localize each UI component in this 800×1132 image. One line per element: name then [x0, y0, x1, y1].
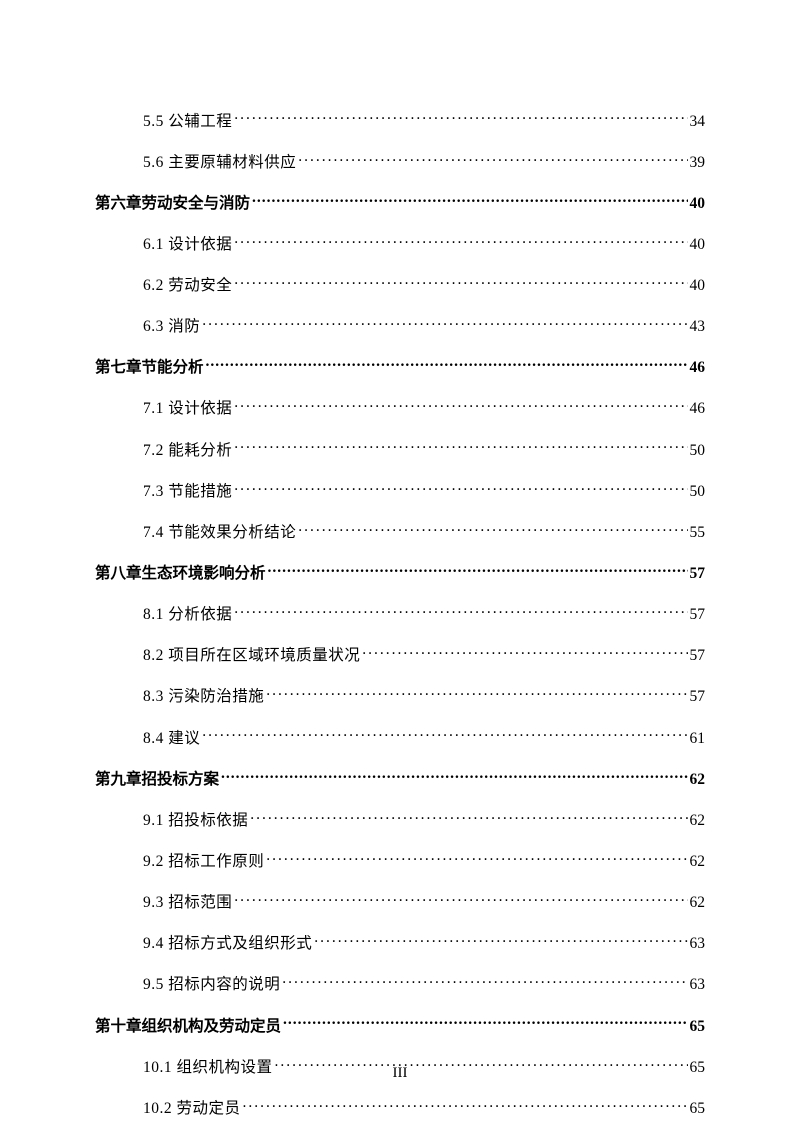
toc-label: 第六章劳动安全与消防 — [95, 194, 250, 214]
toc-entry: 8.1 分析依据 57 — [143, 604, 705, 626]
toc-entry: 6.2 劳动安全 40 — [143, 275, 705, 297]
page-number: III — [0, 1065, 800, 1082]
toc-label: 5.6 主要原辅材料供应 — [143, 153, 296, 173]
toc-page-number: 40 — [690, 276, 706, 296]
toc-entry: 9.1 招投标依据 62 — [143, 809, 705, 831]
toc-leader-dots — [221, 768, 687, 784]
toc-entry: 5.6 主要原辅材料供应 39 — [143, 151, 705, 173]
toc-leader-dots — [243, 1097, 688, 1113]
toc-leader-dots — [202, 727, 687, 743]
toc-entry: 7.1 设计依据 46 — [143, 398, 705, 420]
toc-leader-dots — [252, 192, 687, 208]
toc-page-number: 61 — [690, 729, 706, 749]
toc-page-number: 57 — [690, 646, 706, 666]
toc-label: 7.2 能耗分析 — [143, 441, 232, 461]
toc-leader-dots — [298, 521, 687, 537]
toc-leader-dots — [362, 645, 687, 661]
toc-page-number: 34 — [690, 112, 706, 132]
toc-leader-dots — [268, 563, 688, 579]
toc-page-number: 57 — [690, 564, 706, 584]
toc-label: 6.2 劳动安全 — [143, 276, 232, 296]
toc-label: 第七章节能分析 — [95, 358, 204, 378]
toc-entry: 10.2 劳动定员 65 — [143, 1097, 705, 1119]
toc-leader-dots — [266, 851, 687, 867]
toc-label: 第十章组织机构及劳动定员 — [95, 1017, 281, 1037]
toc-page-number: 50 — [690, 482, 706, 502]
toc-entry: 第七章节能分析 46 — [95, 357, 705, 379]
toc-entry: 7.2 能耗分析 50 — [143, 439, 705, 461]
toc-page-number: 63 — [690, 975, 706, 995]
toc-label: 5.5 公辅工程 — [143, 112, 232, 132]
toc-entry: 8.3 污染防治措施 57 — [143, 686, 705, 708]
toc-entry: 8.4 建议 61 — [143, 727, 705, 749]
toc-label: 9.1 招投标依据 — [143, 811, 248, 831]
toc-page-number: 46 — [690, 399, 706, 419]
toc-page-number: 43 — [690, 317, 706, 337]
toc-leader-dots — [234, 480, 687, 496]
toc-label: 9.2 招标工作原则 — [143, 852, 264, 872]
toc-entry: 第八章生态环境影响分析 57 — [95, 563, 705, 585]
toc-entry: 第六章劳动安全与消防 40 — [95, 192, 705, 214]
toc-page-number: 57 — [690, 605, 706, 625]
toc-label: 10.2 劳动定员 — [143, 1099, 241, 1119]
toc-entry: 9.5 招标内容的说明 63 — [143, 974, 705, 996]
toc-page-number: 62 — [690, 893, 706, 913]
toc-entry: 7.4 节能效果分析结论 55 — [143, 521, 705, 543]
toc-label: 8.2 项目所在区域环境质量状况 — [143, 646, 360, 666]
toc-leader-dots — [234, 604, 687, 620]
toc-leader-dots — [266, 686, 687, 702]
toc-entry: 9.2 招标工作原则 62 — [143, 851, 705, 873]
toc-page-number: 50 — [690, 441, 706, 461]
toc-label: 第九章招投标方案 — [95, 770, 219, 790]
toc-entry: 6.1 设计依据 40 — [143, 233, 705, 255]
toc-leader-dots — [206, 357, 688, 373]
toc-leader-dots — [283, 1015, 687, 1031]
toc-leader-dots — [234, 275, 687, 291]
toc-entry: 6.3 消防 43 — [143, 316, 705, 338]
toc-page-number: 62 — [690, 811, 706, 831]
toc-page-number: 40 — [690, 194, 706, 214]
toc-leader-dots — [250, 809, 687, 825]
toc-page-number: 65 — [690, 1017, 706, 1037]
toc-page-number: 65 — [690, 1099, 706, 1119]
toc-page-number: 40 — [690, 235, 706, 255]
toc-entry: 9.3 招标范围 62 — [143, 892, 705, 914]
toc-label: 9.3 招标范围 — [143, 893, 232, 913]
toc-label: 第八章生态环境影响分析 — [95, 564, 266, 584]
toc-label: 9.4 招标方式及组织形式 — [143, 934, 312, 954]
toc-page-number: 57 — [690, 687, 706, 707]
toc-page-number: 63 — [690, 934, 706, 954]
toc-label: 7.4 节能效果分析结论 — [143, 523, 296, 543]
toc-entry: 第九章招投标方案 62 — [95, 768, 705, 790]
toc-leader-dots — [234, 439, 687, 455]
toc-page-number: 46 — [690, 358, 706, 378]
toc-leader-dots — [234, 398, 687, 414]
toc-label: 9.5 招标内容的说明 — [143, 975, 280, 995]
toc-label: 8.3 污染防治措施 — [143, 687, 264, 707]
toc-label: 8.1 分析依据 — [143, 605, 232, 625]
toc-label: 6.3 消防 — [143, 317, 200, 337]
toc-leader-dots — [234, 110, 687, 126]
toc-leader-dots — [298, 151, 687, 167]
toc-page-number: 39 — [690, 153, 706, 173]
toc-entry: 8.2 项目所在区域环境质量状况 57 — [143, 645, 705, 667]
toc-leader-dots — [202, 316, 687, 332]
toc-label: 7.3 节能措施 — [143, 482, 232, 502]
toc-entry: 7.3 节能措施 50 — [143, 480, 705, 502]
toc-leader-dots — [234, 233, 687, 249]
table-of-contents: 5.5 公辅工程 345.6 主要原辅材料供应 39第六章劳动安全与消防 406… — [95, 110, 705, 1119]
toc-page-number: 62 — [690, 770, 706, 790]
toc-entry: 9.4 招标方式及组织形式 63 — [143, 933, 705, 955]
toc-label: 7.1 设计依据 — [143, 399, 232, 419]
toc-entry: 5.5 公辅工程 34 — [143, 110, 705, 132]
toc-leader-dots — [282, 974, 687, 990]
toc-page-number: 62 — [690, 852, 706, 872]
toc-entry: 第十章组织机构及劳动定员 65 — [95, 1015, 705, 1037]
toc-label: 8.4 建议 — [143, 729, 200, 749]
toc-leader-dots — [234, 892, 687, 908]
toc-page-number: 55 — [690, 523, 706, 543]
toc-leader-dots — [314, 933, 687, 949]
toc-label: 6.1 设计依据 — [143, 235, 232, 255]
